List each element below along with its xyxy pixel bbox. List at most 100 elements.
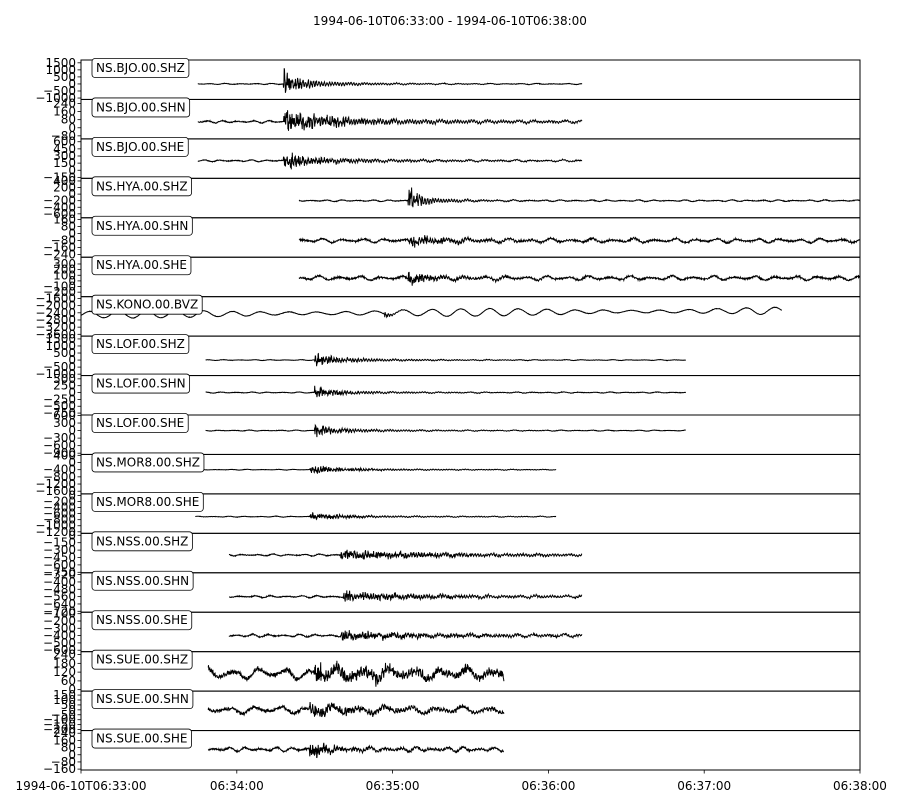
- trace-label-box: [91, 97, 191, 118]
- panel-frame: [80, 98, 861, 140]
- y-tick-label: 60: [61, 674, 76, 688]
- y-tick-label: 240: [53, 648, 76, 662]
- y-tick-label: 300: [53, 149, 76, 163]
- trace-panel: 0−200−400−600−800−1000−1200NS.MOR8.00.SH…: [35, 488, 861, 539]
- y-tick-label: −200: [43, 614, 76, 628]
- y-tick-label: −150: [43, 536, 76, 550]
- waveform-line: [298, 235, 860, 248]
- y-tick-label: −600: [43, 507, 76, 521]
- y-tick-label: −300: [43, 431, 76, 445]
- y-tick-label: 600: [53, 135, 76, 149]
- waveform-line: [228, 549, 583, 560]
- y-tick-label: −300: [43, 621, 76, 635]
- y-tick-label: 500: [53, 372, 76, 386]
- y-tick-label: 0: [68, 456, 76, 470]
- panel-frame: [80, 177, 861, 219]
- trace-label: NS.BJO.00.SHE: [96, 140, 184, 154]
- trace-label-box: [91, 294, 203, 315]
- panel-frame: [80, 572, 861, 613]
- y-tick-label: 100: [53, 268, 76, 282]
- trace-label-box: [91, 413, 189, 433]
- y-tick-label: 0: [68, 187, 76, 201]
- y-tick-label: 240: [53, 726, 76, 740]
- panel-frame: [80, 217, 861, 258]
- trace-label: NS.LOF.00.SHZ: [96, 337, 185, 351]
- y-tick-label: −400: [43, 575, 76, 589]
- y-tick-label: 0: [68, 748, 76, 762]
- panel-frame: [80, 335, 861, 377]
- trace-label: NS.SUE.00.SHN: [96, 692, 189, 706]
- trace-label-box: [91, 689, 194, 710]
- trace-label: NS.NSS.00.SHN: [96, 574, 189, 588]
- x-tick-label: 06:37:00: [677, 779, 731, 793]
- y-tick-label: 80: [61, 113, 76, 127]
- trace-label-box: [91, 136, 189, 157]
- y-tick-label: −750: [43, 565, 76, 579]
- y-tick-label: 200: [53, 263, 76, 277]
- y-tick-label: −1600: [35, 484, 76, 498]
- x-axis: 1994-06-10T06:33:00 06:34:00 06:35:00 06:36…: [16, 770, 887, 793]
- y-tick-label: 0: [68, 77, 76, 91]
- y-tick-label: −640: [43, 597, 76, 611]
- y-tick-label: −600: [43, 207, 76, 221]
- y-tick-label: 600: [53, 409, 76, 423]
- panel-frame: [80, 730, 861, 771]
- y-tick-label: −480: [43, 582, 76, 596]
- y-tick-label: 80: [61, 220, 76, 234]
- y-tick-label: 250: [53, 379, 76, 393]
- trace-label-box: [91, 531, 193, 552]
- trace-label-box: [91, 728, 192, 749]
- y-tick-label: −240: [43, 248, 76, 262]
- y-tick-label: 0: [68, 386, 76, 400]
- trace-label: NS.SUE.00.SHZ: [96, 653, 188, 667]
- y-tick-label: 450: [53, 142, 76, 156]
- y-tick-label: −400: [43, 463, 76, 477]
- y-tick-label: −320: [43, 568, 76, 582]
- y-tick-label: −160: [43, 762, 76, 776]
- panel-frame: [80, 532, 861, 574]
- trace-label-box: [91, 334, 190, 355]
- y-tick-label: −100: [43, 713, 76, 727]
- y-tick-label: 500: [53, 346, 76, 360]
- y-tick-label: −500: [43, 84, 76, 98]
- waveform-line: [205, 385, 687, 398]
- x-tick-label: 06:38:00: [833, 779, 887, 793]
- waveform-line: [229, 590, 583, 602]
- y-tick-label: −600: [43, 643, 76, 657]
- y-tick-label: −200: [43, 285, 76, 299]
- y-tick-label: 180: [53, 656, 76, 670]
- y-tick-label: 150: [53, 156, 76, 170]
- y-tick-label: 0: [68, 528, 76, 542]
- trace-panel: 0−150−300−450−600−750 NS.NSS.00.SHZ: [43, 528, 861, 579]
- y-tick-label: −150: [43, 170, 76, 184]
- trace-label-box: [91, 570, 194, 591]
- y-tick-label: 0: [68, 488, 76, 502]
- y-tick-label: −80: [51, 234, 76, 248]
- y-tick-label: 0: [68, 424, 76, 438]
- x-tick-label: 06:35:00: [366, 779, 420, 793]
- y-tick-label: 160: [53, 105, 76, 119]
- waveform-line: [207, 660, 505, 687]
- y-tick-label: 1500: [45, 332, 76, 346]
- y-tick-label: 0: [68, 227, 76, 241]
- trace-label-box: [91, 452, 205, 473]
- trace-label-box: [91, 58, 190, 78]
- y-tick-label: −800: [43, 513, 76, 527]
- trace-label-box: [91, 255, 192, 276]
- trace-panel: −100−200−300−400−500−600 NS.NSS.00.SHE: [43, 607, 861, 657]
- y-tick-label: 160: [53, 733, 76, 747]
- y-tick-label: −500: [43, 360, 76, 374]
- y-tick-label: 0: [68, 683, 76, 697]
- y-tick-label: 150: [53, 688, 76, 702]
- waveform-line: [298, 187, 860, 208]
- waveform-line: [207, 742, 504, 759]
